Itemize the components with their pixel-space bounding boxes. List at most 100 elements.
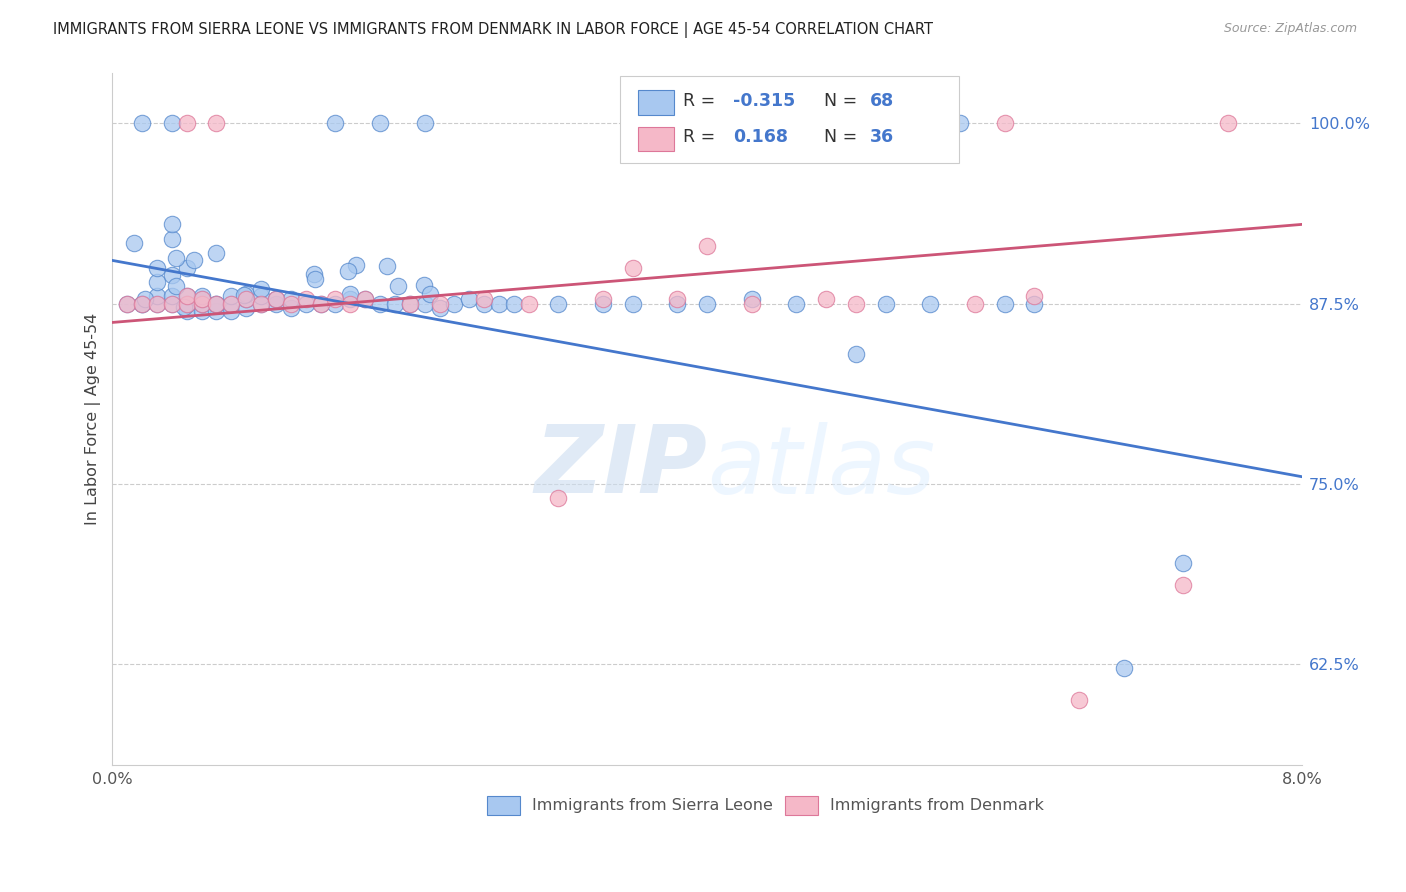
Point: [131, 116, 153, 130]
Point: [280, 301, 302, 315]
Point: [592, 296, 614, 310]
Text: N =: N =: [824, 128, 862, 146]
Point: [250, 296, 273, 310]
Point: [413, 116, 436, 130]
Point: [173, 300, 195, 314]
Point: [339, 293, 361, 307]
Point: [547, 296, 569, 310]
Point: [264, 293, 287, 307]
Text: ZIP: ZIP: [534, 422, 707, 514]
Point: [472, 293, 495, 307]
Point: [384, 296, 406, 310]
Point: [458, 293, 481, 307]
Point: [294, 296, 316, 310]
Point: [221, 296, 243, 310]
Point: [190, 296, 212, 310]
Text: 0.168: 0.168: [734, 128, 789, 146]
Point: [176, 296, 198, 310]
Point: [264, 296, 287, 310]
Point: [160, 296, 183, 310]
Point: [429, 301, 451, 315]
Point: [1216, 116, 1239, 130]
Point: [344, 259, 367, 273]
Point: [221, 304, 243, 318]
Text: Immigrants from Sierra Leone: Immigrants from Sierra Leone: [533, 797, 773, 813]
Point: [160, 218, 183, 232]
Point: [250, 289, 273, 303]
Point: [666, 293, 689, 307]
Point: [413, 277, 436, 292]
Point: [875, 296, 897, 310]
Point: [134, 292, 156, 306]
Point: [122, 235, 145, 250]
Point: [375, 260, 398, 274]
Point: [176, 296, 198, 310]
Point: [160, 268, 183, 282]
Text: -0.315: -0.315: [734, 92, 796, 110]
Point: [325, 116, 347, 130]
Point: [160, 296, 183, 310]
Point: [176, 289, 198, 303]
FancyBboxPatch shape: [620, 77, 959, 163]
Point: [117, 296, 139, 310]
Point: [517, 296, 540, 310]
Point: [131, 296, 153, 310]
Point: [165, 278, 187, 293]
Bar: [486, 796, 520, 815]
Point: [443, 296, 465, 310]
Point: [131, 296, 153, 310]
Point: [176, 304, 198, 318]
Point: [117, 296, 139, 310]
Point: [176, 260, 198, 275]
Point: [354, 293, 377, 307]
Point: [1024, 289, 1046, 303]
Point: [190, 293, 212, 307]
Point: [294, 293, 316, 307]
Point: [354, 293, 377, 307]
Point: [205, 304, 228, 318]
Point: [488, 296, 510, 310]
Point: [146, 275, 169, 289]
Point: [666, 296, 689, 310]
Point: [233, 288, 256, 302]
Point: [280, 293, 302, 307]
Point: [235, 301, 257, 315]
Point: [339, 296, 361, 310]
Point: [429, 296, 451, 310]
Text: Source: ZipAtlas.com: Source: ZipAtlas.com: [1223, 22, 1357, 36]
Text: 36: 36: [870, 128, 894, 146]
Point: [183, 252, 205, 267]
Point: [205, 246, 228, 260]
Point: [845, 296, 868, 310]
Point: [741, 296, 763, 310]
Point: [993, 116, 1015, 130]
Point: [131, 296, 153, 310]
Text: R =: R =: [683, 128, 727, 146]
Point: [205, 116, 228, 130]
Point: [472, 296, 495, 310]
Point: [280, 296, 302, 310]
Point: [205, 296, 228, 310]
Point: [250, 282, 273, 296]
Text: Immigrants from Denmark: Immigrants from Denmark: [830, 797, 1043, 813]
Point: [949, 116, 972, 130]
Bar: [638, 90, 673, 114]
Point: [1171, 578, 1194, 592]
Point: [339, 286, 361, 301]
Point: [1067, 693, 1090, 707]
Point: [993, 296, 1015, 310]
Point: [398, 296, 420, 310]
Point: [621, 260, 644, 275]
Point: [741, 293, 763, 307]
Point: [304, 272, 326, 286]
Bar: [785, 796, 818, 815]
Point: [413, 296, 436, 310]
Point: [592, 293, 614, 307]
Point: [160, 116, 183, 130]
Point: [621, 296, 644, 310]
Point: [250, 296, 273, 310]
Point: [205, 296, 228, 310]
Point: [176, 296, 198, 310]
Point: [146, 289, 169, 303]
Point: [368, 116, 391, 130]
